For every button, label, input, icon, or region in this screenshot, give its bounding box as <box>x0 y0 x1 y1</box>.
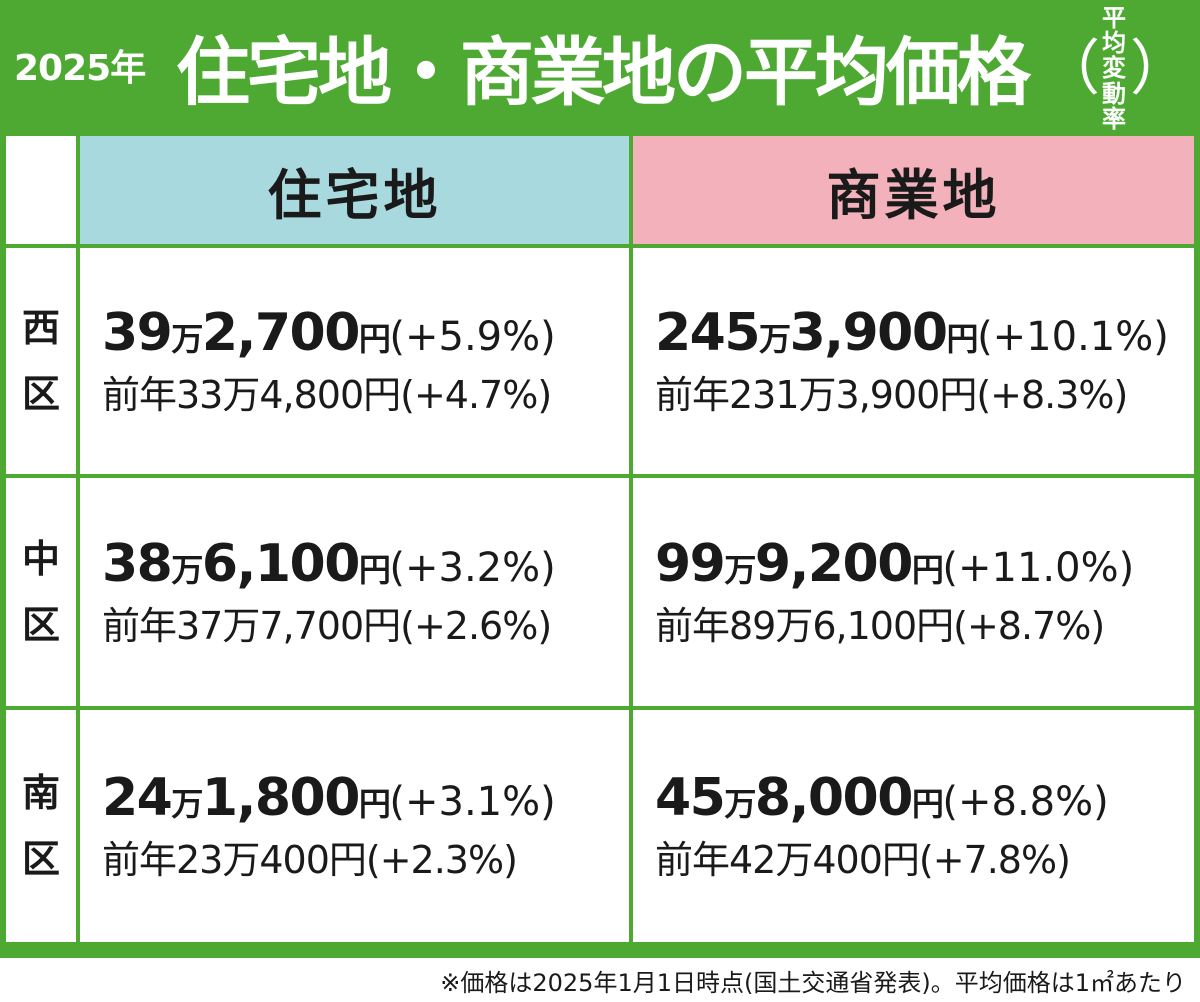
price-man: 245 <box>655 303 761 364</box>
year-label: 2025年 <box>14 48 146 89</box>
price-change: (+3.1%) <box>389 779 556 826</box>
ward-char: 西 <box>21 305 60 350</box>
price-man: 99 <box>655 534 726 595</box>
commercial-price-cell: 245万3,900円(+10.1%) 前年231万3,900円(+8.3%) <box>633 248 1194 474</box>
previous-year-price: 前年231万3,900円(+8.3%) <box>655 372 1128 417</box>
price-rest: 1,800 <box>201 768 360 829</box>
ward-char: 中 <box>21 536 60 581</box>
price-yen-unit: 円 <box>358 785 391 824</box>
ward-char: 区 <box>21 837 60 881</box>
current-price: 24万1,800円(+3.1%) <box>102 767 629 829</box>
price-man-unit: 万 <box>724 551 756 590</box>
price-yen-unit: 円 <box>358 320 391 359</box>
footnote: ※価格は2025年1月1日時点(国土交通省発表)。平均価格は1㎡あたり <box>440 968 1186 997</box>
price-yen-unit: 円 <box>911 785 944 824</box>
price-man-unit: 万 <box>724 785 756 824</box>
price-man-unit: 万 <box>171 320 203 359</box>
price-man-unit: 万 <box>171 551 203 590</box>
ward-label-naka: 中 区 <box>6 478 76 706</box>
price-table: 住宅地 商業地 西 区 39万2,700円(+5.9%) 前年33万4,800円… <box>6 136 1194 944</box>
price-man: 39 <box>102 303 173 364</box>
subtitle: （ 平均 変動率 ） <box>1040 5 1190 131</box>
ward-char: 区 <box>21 372 60 416</box>
price-change: (+5.9%) <box>389 314 556 361</box>
previous-year-price: 前年23万400円(+2.3%) <box>102 837 518 882</box>
subtitle-close-paren: ） <box>1130 34 1190 104</box>
price-rest: 9,200 <box>754 534 913 595</box>
price-rest: 3,900 <box>789 303 948 364</box>
header-banner: 2025年 住宅地・商業地の平均価格 （ 平均 変動率 ） <box>0 0 1200 132</box>
column-header-commercial-label: 商業地 <box>826 163 1001 227</box>
price-change: (+8.8%) <box>942 779 1109 826</box>
commercial-price-cell: 45万8,000円(+8.8%) 前年42万400円(+7.8%) <box>633 710 1194 942</box>
price-man-unit: 万 <box>759 320 791 359</box>
current-price: 245万3,900円(+10.1%) <box>655 302 1194 364</box>
ward-label-nishi: 西 区 <box>6 248 76 474</box>
price-man-unit: 万 <box>171 785 203 824</box>
price-change: (+3.2%) <box>389 545 556 592</box>
ward-char: 南 <box>21 770 60 815</box>
subtitle-open-paren: （ <box>1040 34 1100 104</box>
current-price: 38万6,100円(+3.2%) <box>102 533 629 595</box>
price-change: (+11.0%) <box>942 545 1135 592</box>
subtitle-stack: 平均 変動率 <box>1102 4 1128 133</box>
current-price: 39万2,700円(+5.9%) <box>102 302 629 364</box>
price-man: 45 <box>655 768 726 829</box>
price-man: 38 <box>102 534 173 595</box>
residential-price-cell: 38万6,100円(+3.2%) 前年37万7,700円(+2.6%) <box>80 478 629 706</box>
price-rest: 6,100 <box>201 534 360 595</box>
price-change: (+10.1%) <box>977 314 1169 361</box>
current-price: 99万9,200円(+11.0%) <box>655 533 1194 595</box>
commercial-price-cell: 99万9,200円(+11.0%) 前年89万6,100円(+8.7%) <box>633 478 1194 706</box>
price-yen-unit: 円 <box>358 551 391 590</box>
column-header-residential-label: 住宅地 <box>267 163 442 227</box>
column-header-commercial: 商業地 <box>633 136 1194 244</box>
price-rest: 8,000 <box>754 768 913 829</box>
current-price: 45万8,000円(+8.8%) <box>655 767 1194 829</box>
ward-label-minami: 南 区 <box>6 710 76 942</box>
subtitle-line-1: 平均 <box>1102 4 1126 58</box>
residential-price-cell: 24万1,800円(+3.1%) 前年23万400円(+2.3%) <box>80 710 629 942</box>
previous-year-price: 前年33万4,800円(+4.7%) <box>102 372 552 417</box>
previous-year-price: 前年89万6,100円(+8.7%) <box>655 603 1105 648</box>
ward-char: 区 <box>21 603 60 647</box>
subtitle-line-2: 変動率 <box>1102 54 1126 133</box>
corner-cell <box>6 136 76 244</box>
residential-price-cell: 39万2,700円(+5.9%) 前年33万4,800円(+4.7%) <box>80 248 629 474</box>
column-header-residential: 住宅地 <box>80 136 629 244</box>
price-yen-unit: 円 <box>911 551 944 590</box>
previous-year-price: 前年42万400円(+7.8%) <box>655 837 1071 882</box>
previous-year-price: 前年37万7,700円(+2.6%) <box>102 603 552 648</box>
price-yen-unit: 円 <box>946 320 979 359</box>
price-rest: 2,700 <box>201 303 360 364</box>
page-title: 住宅地・商業地の平均価格 <box>176 29 1031 116</box>
price-man: 24 <box>102 768 173 829</box>
